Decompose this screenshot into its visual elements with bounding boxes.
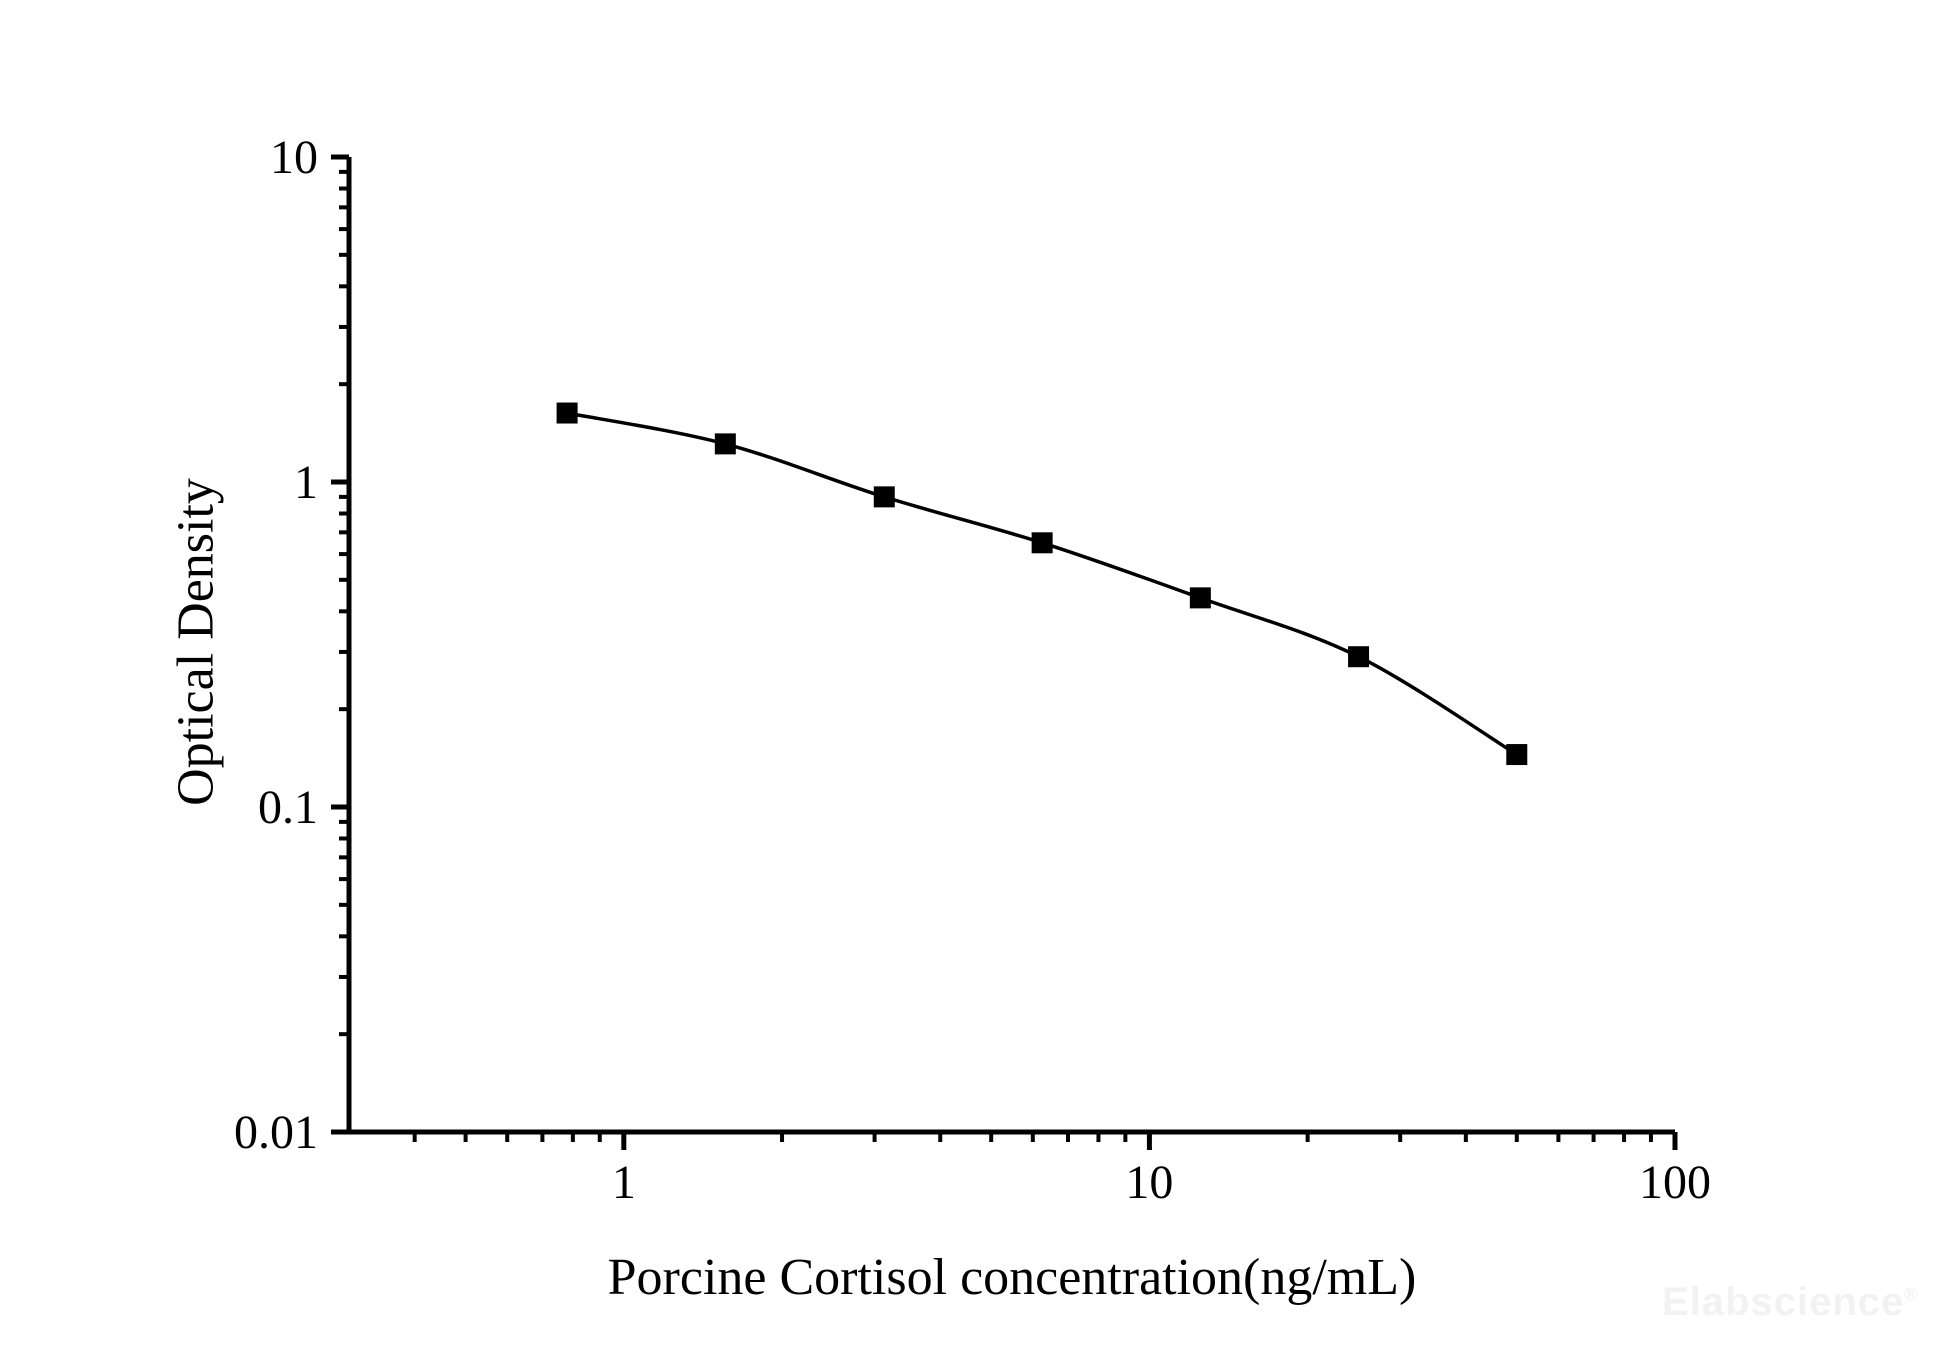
registered-trademark-icon: ® (1904, 1284, 1919, 1305)
data-point-marker (714, 433, 736, 455)
y-tick-label: 0.01 (234, 1106, 318, 1159)
data-point-marker (1348, 646, 1370, 668)
x-tick-label: 100 (1639, 1156, 1711, 1209)
x-axis-title: Porcine Cortisol concentration(ng/mL) (607, 1249, 1417, 1306)
x-tick-label: 10 (1125, 1156, 1173, 1209)
data-point-marker (1189, 587, 1211, 609)
x-tick-label: 1 (612, 1156, 636, 1209)
data-point-marker (873, 486, 895, 508)
watermark-text: Elabscience (1662, 1280, 1905, 1324)
data-point-marker (1031, 532, 1053, 554)
data-point-marker (1506, 744, 1528, 766)
y-tick-label: 1 (294, 456, 318, 509)
watermark-logo: Elabscience® (1662, 1280, 1919, 1325)
y-axis-title: Optical Density (167, 478, 225, 806)
standard-curve-line (566, 411, 1518, 757)
y-tick-label: 0.1 (258, 781, 318, 834)
data-point-marker (556, 402, 578, 424)
y-tick-label: 10 (270, 131, 318, 184)
